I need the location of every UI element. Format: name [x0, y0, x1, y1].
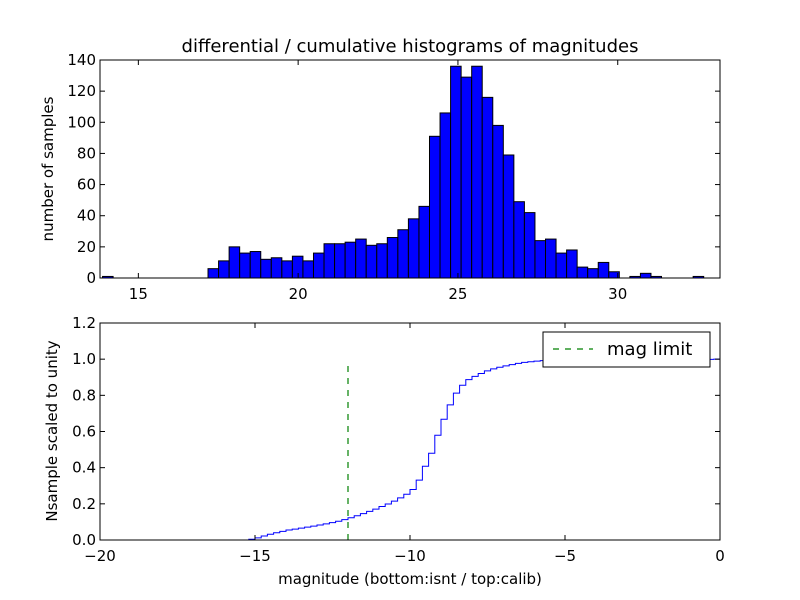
histogram-bar: [460, 76, 473, 279]
x-tick-label: 20: [289, 285, 308, 303]
histogram-bar: [587, 268, 599, 279]
x-tick-label: 15: [129, 285, 148, 303]
chart-title: differential / cumulative histograms of …: [182, 36, 639, 57]
histogram-bar: [323, 243, 336, 279]
histogram-bar: [228, 246, 241, 279]
histogram-bar: [576, 266, 589, 279]
y-tick-label: 40: [77, 207, 96, 225]
x-tick-label: 30: [608, 285, 627, 303]
histogram-bar: [639, 272, 652, 279]
histogram-bar: [260, 258, 272, 279]
y-tick-label: 20: [77, 238, 96, 256]
histogram-bar: [376, 243, 388, 279]
histogram-bar: [365, 244, 378, 279]
histogram-bar: [428, 135, 441, 279]
x-tick-label: −20: [84, 547, 116, 565]
histogram-bar: [344, 241, 357, 279]
histogram-bars: [102, 65, 705, 279]
top-axis-ticks: 15 20 25 30 0 20 40 60 80 100 120 140: [67, 51, 720, 303]
top-y-axis-label: number of samples: [39, 96, 57, 241]
histogram-bar: [218, 260, 230, 279]
histogram-bar: [281, 260, 293, 279]
y-tick-label: 0.8: [72, 386, 96, 404]
histogram-bar: [555, 252, 568, 279]
histogram-bar: [545, 238, 557, 279]
top-plot-frame: [99, 59, 721, 279]
y-tick-label: 0.4: [72, 459, 96, 477]
y-tick-label: 0: [86, 269, 96, 287]
y-tick-label: 1.0: [72, 350, 96, 368]
y-tick-label: 0.0: [72, 531, 96, 549]
bottom-cumulative-chart: −20 −15 −10 −5 0 0.0 0.2 0.4 0.6 0.8 1.0 1.2 magnit…: [43, 314, 725, 588]
x-tick-label: −5: [554, 547, 576, 565]
histogram-bar: [312, 252, 325, 279]
histogram-bar: [439, 112, 452, 279]
histogram-bar: [239, 252, 251, 279]
histogram-bar: [334, 243, 346, 279]
histogram-bar: [386, 237, 399, 279]
y-tick-label: 120: [67, 82, 96, 100]
histogram-bar: [534, 240, 547, 279]
bottom-x-axis-label: magnitude (bottom:isnt / top:calib): [278, 570, 542, 588]
histogram-bar: [523, 212, 536, 279]
x-tick-label: 25: [448, 285, 467, 303]
histogram-bar: [492, 124, 504, 279]
histogram-bar: [566, 249, 578, 279]
histogram-bar: [513, 201, 525, 279]
y-tick-label: 0.6: [72, 423, 96, 441]
histogram-bar: [481, 96, 494, 279]
histogram-bar: [355, 238, 367, 279]
legend-mag-limit-label: mag limit: [607, 339, 692, 360]
top-histogram-chart: differential / cumulative histograms of …: [39, 36, 721, 303]
bottom-plot-frame: [99, 322, 721, 541]
histogram-bar: [597, 261, 610, 279]
y-tick-label: 60: [77, 176, 96, 194]
histogram-bar: [502, 154, 515, 279]
x-tick-label: 0: [715, 547, 725, 565]
histogram-bar: [270, 257, 283, 279]
histogram-bar: [407, 218, 420, 279]
histogram-bar: [207, 268, 220, 279]
bottom-y-axis-label: Nsample scaled to unity: [43, 340, 61, 521]
y-tick-label: 0.2: [72, 495, 96, 513]
legend: mag limit: [542, 331, 711, 368]
y-tick-label: 1.2: [72, 314, 96, 332]
y-tick-label: 100: [67, 113, 96, 131]
histogram-bar: [418, 205, 430, 279]
histogram-bar: [450, 65, 462, 279]
y-tick-label: 80: [77, 144, 96, 162]
histogram-bar: [302, 260, 314, 279]
y-tick-label: 140: [67, 51, 96, 69]
x-tick-label: −15: [239, 547, 271, 565]
histogram-bar: [249, 251, 262, 279]
histogram-bar: [397, 229, 409, 279]
histogram-bar: [471, 65, 483, 279]
x-tick-label: −10: [394, 547, 426, 565]
